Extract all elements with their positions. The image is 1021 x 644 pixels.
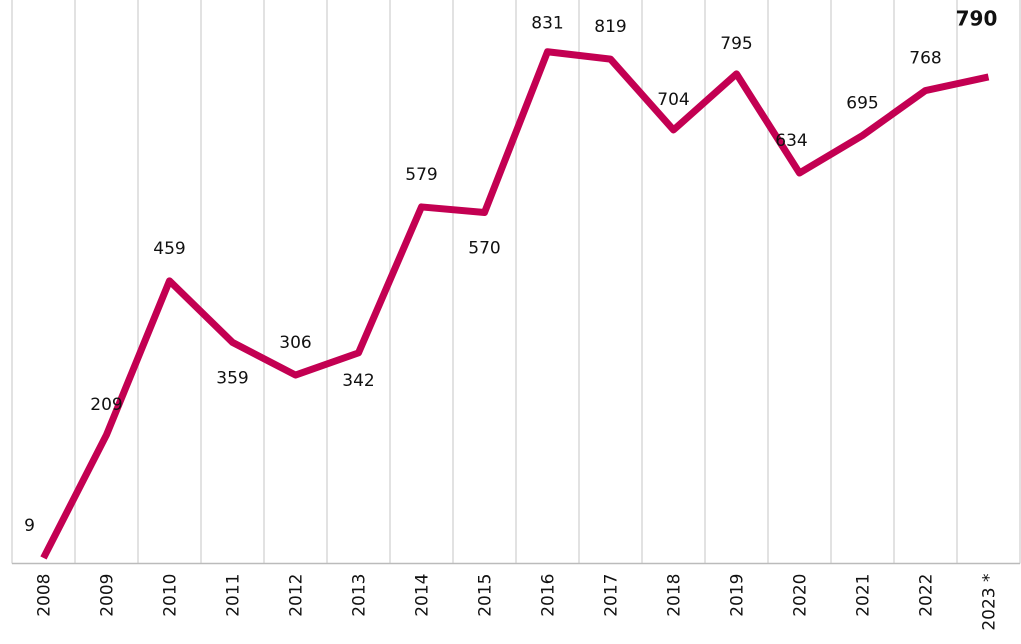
x-tick-label: 2010: [161, 574, 181, 617]
x-tick-label: 2019: [728, 574, 748, 617]
data-label: 768: [909, 49, 941, 69]
x-tick-label: 2014: [413, 574, 433, 617]
x-tick-label: 2009: [98, 574, 118, 617]
x-tick-label: 2022: [917, 574, 937, 617]
data-label: 695: [846, 93, 878, 113]
data-label: 459: [153, 239, 185, 259]
x-tick-label: 2020: [791, 574, 811, 617]
data-label: 819: [594, 17, 626, 37]
x-tick-label: 2008: [35, 574, 55, 617]
data-label: 306: [279, 333, 311, 353]
data-label: 209: [90, 395, 122, 415]
x-tick-label: 2021: [854, 574, 874, 617]
x-tick-label: 2015: [476, 574, 496, 617]
x-tick-label: 2011: [224, 574, 244, 617]
data-label: 579: [405, 165, 437, 185]
data-label: 831: [531, 14, 563, 34]
x-tick-label: 2013: [350, 574, 370, 617]
x-tick-label: 2023 *: [980, 574, 1000, 631]
x-tick-label: 2012: [287, 574, 307, 617]
data-label: 795: [720, 34, 752, 54]
data-label: 342: [342, 371, 374, 391]
data-label: 704: [657, 90, 689, 110]
data-label: 634: [775, 131, 807, 151]
x-tick-label: 2018: [665, 574, 685, 617]
x-tick-label: 2017: [602, 574, 622, 617]
x-tick-label: 2016: [539, 574, 559, 617]
data-label: 570: [468, 238, 500, 258]
line: [40, 48, 990, 560]
data-label: 9: [24, 516, 35, 536]
data-label: 359: [216, 368, 248, 388]
data-label: 790: [956, 7, 998, 31]
